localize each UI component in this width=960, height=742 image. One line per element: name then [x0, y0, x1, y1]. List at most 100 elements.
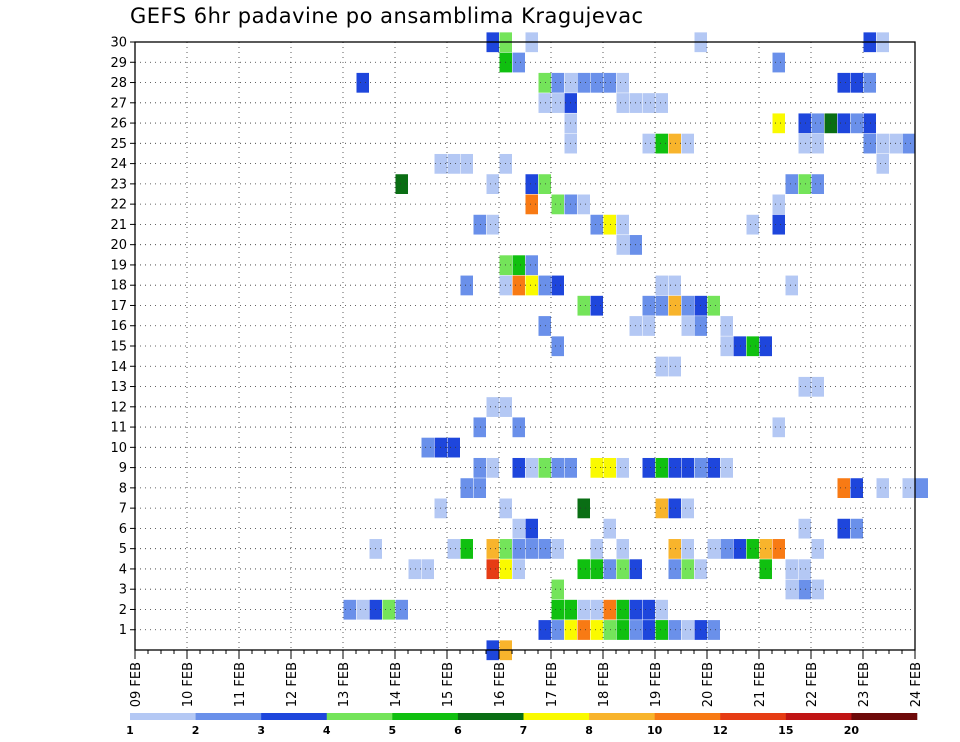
x-tick-label: 16 FEB: [493, 662, 508, 707]
colorbar-label: 20: [844, 724, 860, 737]
heatmap-cell: [525, 174, 538, 194]
heatmap-cell: [616, 599, 629, 620]
heatmap-cell: [811, 376, 824, 397]
heatmap-cell: [902, 478, 915, 498]
heatmap-cell: [525, 539, 538, 559]
heatmap-cell: [863, 133, 876, 154]
heatmap-cell: [811, 113, 824, 134]
heatmap-cell: [512, 275, 525, 296]
heatmap-cell: [772, 194, 785, 215]
y-tick-label: 13: [110, 380, 127, 395]
axis-layer: 1234567891011121314151617181920212223242…: [110, 36, 924, 708]
heatmap-cell: [707, 295, 720, 316]
y-tick-label: 2: [119, 603, 127, 618]
heatmap-cell: [668, 620, 681, 640]
colorbar-label: 6: [454, 724, 462, 737]
heatmap-cell: [603, 559, 616, 580]
heatmap-cell: [772, 417, 785, 438]
heatmap-cell: [720, 336, 733, 357]
heatmap-cell: [720, 457, 733, 478]
x-tick-label: 13 FEB: [337, 662, 352, 707]
heatmap-cell: [525, 457, 538, 478]
heatmap-cell: [681, 498, 694, 519]
heatmap-cell: [798, 376, 811, 397]
heatmap-cell: [642, 620, 655, 640]
heatmap-cell: [642, 316, 655, 336]
y-tick-label: 1: [119, 623, 127, 638]
heatmap-cell: [798, 113, 811, 134]
colorbar-label: 4: [323, 724, 331, 737]
heatmap-cell: [720, 539, 733, 559]
heatmap-cell: [772, 52, 785, 73]
heatmap-cell: [577, 194, 590, 215]
heatmap-cell: [577, 559, 590, 580]
heatmap-cell: [616, 539, 629, 559]
x-tick-label: 22 FEB: [805, 662, 820, 707]
heatmap-cell: [655, 275, 668, 296]
heatmap-cell: [473, 478, 486, 498]
colorbar-label: 2: [192, 724, 200, 737]
heatmap-cell: [486, 214, 499, 235]
heatmap-cell: [798, 559, 811, 580]
heatmap-cell: [460, 153, 473, 174]
y-tick-label: 21: [110, 218, 127, 233]
colorbar-segment: [851, 713, 918, 720]
heatmap-cell: [473, 214, 486, 235]
heatmap-cell: [460, 275, 473, 296]
heatmap-cell: [642, 295, 655, 316]
heatmap-cell: [421, 437, 434, 458]
heatmap-cell: [902, 133, 915, 154]
x-tick-label: 24 FEB: [909, 662, 924, 707]
heatmap-cell: [876, 133, 889, 154]
heatmap-cell: [538, 93, 551, 113]
colorbar-label: 15: [778, 724, 793, 737]
heatmap-cell: [525, 275, 538, 296]
y-tick-label: 9: [119, 461, 127, 476]
heatmap-cell: [616, 235, 629, 255]
heatmap-cell: [681, 539, 694, 559]
heatmap-cell: [785, 275, 798, 296]
y-tick-label: 23: [110, 177, 127, 192]
colorbar-segment: [589, 713, 655, 720]
heatmap-cell: [577, 599, 590, 620]
y-tick-label: 17: [110, 299, 127, 314]
heatmap-cell: [590, 214, 603, 235]
y-tick-label: 28: [110, 76, 127, 91]
colorbar-segment: [457, 713, 524, 720]
chart-title: GEFS 6hr padavine po ansamblima Kragujev…: [130, 4, 644, 28]
heatmap-cell: [837, 518, 850, 539]
heatmap-cell: [837, 478, 850, 498]
heatmap-cell: [707, 457, 720, 478]
heatmap-cell: [382, 599, 395, 620]
heatmap-cell: [590, 539, 603, 559]
heatmap-cell: [512, 52, 525, 73]
heatmap-cell: [551, 620, 564, 640]
heatmap-cell: [681, 559, 694, 580]
heatmap-cell: [603, 214, 616, 235]
heatmap-cell: [408, 559, 421, 580]
heatmap-cell: [642, 93, 655, 113]
y-tick-label: 18: [110, 279, 127, 294]
heatmap-cell: [746, 539, 759, 559]
x-tick-label: 17 FEB: [545, 662, 560, 707]
heatmap-cell: [512, 518, 525, 539]
heatmap-cell: [642, 133, 655, 154]
heatmap-cell: [538, 620, 551, 640]
y-tick-label: 20: [110, 238, 127, 253]
y-tick-label: 19: [110, 258, 127, 273]
heatmap-cell: [603, 599, 616, 620]
heatmap-cell: [551, 599, 564, 620]
heatmap-cell: [577, 72, 590, 93]
y-tick-label: 7: [119, 502, 127, 517]
heatmap-cell: [460, 539, 473, 559]
heatmap-cell: [707, 539, 720, 559]
heatmap-cell: [785, 559, 798, 580]
heatmap-cell: [681, 133, 694, 154]
colorbar-label: 3: [257, 724, 265, 737]
colorbar-segment: [654, 713, 721, 720]
heatmap-cell: [538, 72, 551, 93]
heatmap-cell: [577, 498, 590, 519]
heatmap-cell: [590, 559, 603, 580]
heatmap-cell: [876, 478, 889, 498]
